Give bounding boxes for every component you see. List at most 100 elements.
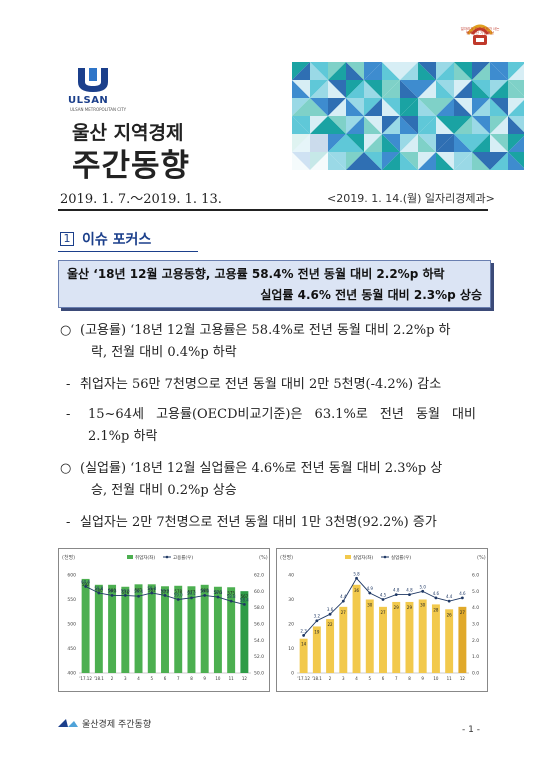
decor-triangle [508,136,524,152]
right-axis-unit: (%) [259,555,268,561]
line-point [328,612,332,616]
line-point [421,589,425,593]
bar [147,584,156,673]
right-tick-label: 56.0 [254,622,264,628]
decor-triangle [508,98,524,116]
decor-triangle [328,152,346,170]
decor-triangle [400,116,418,134]
decor-triangle [382,62,400,80]
decor-triangle [508,64,524,80]
decor-triangle [400,98,418,116]
decor-triangle [328,62,346,80]
left-tick-label: 450 [67,646,76,652]
bar [312,626,321,673]
headline-box: 울산 ‘18년 12월 고용동향, 고용률 58.4% 전년 동월 대비 2.2… [58,260,491,308]
bar-value-label: 36 [354,588,360,593]
left-tick-label: 30 [288,597,294,603]
bar-value-label: 30 [367,603,373,608]
bullet-oecd-rate: - 15~64세 고용률(OECD비교기준)은 63.1%로 전년 동월 대비 … [66,404,490,448]
left-tick-label: 600 [67,573,76,579]
decor-triangle [418,152,436,170]
x-tick-label: '18.1 [312,676,322,681]
section-title: 이슈 포커스 [82,232,152,248]
right-tick-label: 5.0 [472,589,479,595]
bar [200,584,209,673]
bar-value-label: 27 [380,610,386,615]
headline-line-2: 실업률 4.6% 전년 동월 대비 2.3%p 상승 [260,288,482,302]
right-tick-label: 0.0 [472,671,479,677]
decor-triangle [382,134,400,152]
decor-triangle [508,134,524,152]
line-value-label: 59.0 [174,593,183,598]
line-point [110,594,114,597]
left-tick-label: 500 [67,622,76,628]
line-value-label: 4.6 [433,591,440,596]
bar-value-label: 577 [161,589,169,594]
employment-chart: (천명) (%) 취업자(좌) 고용률(우) 400 450 500 550 600 50.0 52… [58,548,270,692]
line-value-label: 4.8 [393,588,400,593]
bar [379,606,387,673]
decor-triangle [382,152,400,170]
decor-triangle [418,98,436,116]
bar-value-label: 575 [227,590,235,595]
x-tick-label: 8 [408,676,411,681]
right-tick-label: 60.0 [254,589,264,595]
line-point [460,596,464,600]
bar [458,606,467,673]
line-value-label: 4.8 [406,588,413,593]
decor-triangle [508,116,524,132]
bar-value-label: 580 [108,588,116,593]
bar [392,601,401,673]
decor-triangle [382,98,400,116]
decor-triangle [454,152,472,170]
line-value-label: 5.0 [420,584,427,589]
line-value-label: 5.8 [353,571,360,576]
line-point [302,634,306,637]
line-value-label: 59.4 [134,589,143,594]
logo-text: ULSAN [68,95,109,106]
decor-triangle [310,116,328,134]
decor-triangle [310,98,328,116]
decor-triangle [328,80,346,98]
bar [81,578,90,673]
decor-triangle [292,62,310,80]
x-tick-label: 11 [447,676,453,681]
x-tick-label: 7 [177,676,180,681]
decor-triangle [364,152,382,170]
line-value-label: 59.5 [161,588,170,593]
x-tick-label: 11 [229,676,235,681]
bar-value-label: 14 [301,642,307,647]
section-number: 1 [60,232,74,246]
page-title: 주간동향 [72,148,191,184]
x-tick-label: 2 [111,676,114,681]
bar-value-label: 28 [433,607,439,612]
left-tick-label: 0 [291,671,294,677]
decor-triangle [364,116,382,134]
line-value-label: 4.5 [380,593,387,598]
bullet-marker: - [66,515,71,530]
line-point [381,598,385,601]
line-point [315,619,319,623]
bar [431,604,440,673]
right-axis-unit: (%) [477,555,486,561]
decor-triangle [436,134,454,152]
decor-triangle [490,62,508,80]
line-value-label: 59.8 [147,586,156,591]
bullet-employment-rate: ○ (고용률) ‘18년 12월 고용률은 58.4%로 전년 동월 대비 2.… [60,320,490,364]
x-tick-label: '18.1 [94,676,104,681]
bar-value-label: 592 [82,582,90,587]
decor-triangle [292,134,310,152]
line-point [176,598,180,601]
bar [227,587,236,673]
decor-triangle [310,152,328,170]
decor-triangle [508,80,524,98]
decor-triangle [472,116,490,134]
decor-triangle [418,62,436,80]
unemployment-chart: (천명) (%) 실업자(좌) 실업률(우) 0 10 20 30 40 0.0 1.0 2.0 3.0… [276,548,488,692]
page-number: - 1 - [462,725,480,735]
decor-triangle [472,62,490,80]
bullet-line: 15~64세 고용률(OECD비교기준)은 63.1%로 전년 동월 대비 [88,407,476,422]
line-point [84,585,88,588]
ulsan-logo-icon [78,68,108,92]
line-point [408,593,411,596]
